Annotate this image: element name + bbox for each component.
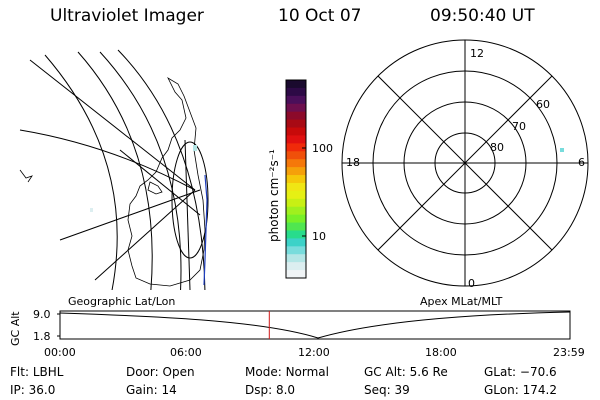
colorbar-segment: [286, 222, 306, 231]
longitude-line: [184, 139, 191, 290]
geographic-coords-label: Geographic Lat/Lon: [68, 295, 176, 308]
mlt-label-0: 0: [468, 277, 475, 290]
colorbar-segment: [286, 206, 306, 216]
time-tick-label: 23:59: [553, 346, 585, 359]
colorbar-segment: [286, 167, 306, 176]
alt-tick-label: 1.8: [33, 330, 51, 343]
longitude-line: [94, 189, 196, 281]
door-value: Open: [162, 365, 195, 379]
seq-field: Seq: 39: [364, 383, 410, 397]
colorbar-segment: [286, 119, 306, 129]
time-tick-label: 06:00: [170, 346, 202, 359]
longitude-line: [29, 59, 196, 191]
filter-value: LBHL: [32, 365, 64, 379]
coastline: [147, 181, 163, 195]
gc-alt-axis-label: GC Alt: [9, 311, 22, 346]
altitude-curve: [59, 311, 571, 339]
colorbar-segment: [286, 246, 306, 255]
polar-plot: [341, 39, 589, 287]
coastline: [127, 76, 206, 287]
emission-spot: [560, 148, 564, 152]
gc-alt-field: GC Alt: 5.6 Re: [364, 365, 448, 379]
dsp-field: Dsp: 8.0: [245, 383, 296, 397]
polar-diagonal: [377, 75, 553, 251]
mlat-label-80: 80: [490, 141, 504, 154]
gain-field: Gain: 14: [126, 383, 177, 397]
colorbar-segment: [286, 127, 306, 136]
time-tick-label: 12:00: [298, 346, 330, 359]
glon-field: GLon: 174.2: [484, 383, 557, 397]
mlt-label-12: 12: [470, 47, 484, 60]
colorbar-segment: [286, 95, 306, 105]
emission-spot: [193, 145, 197, 151]
colorbar-units-label: photon cm⁻²s⁻¹: [267, 149, 281, 242]
mode-value: Normal: [285, 365, 329, 379]
gain-value: 14: [161, 383, 177, 397]
colorbar-segment: [286, 87, 306, 97]
colorbar-segment: [286, 143, 306, 152]
mode-field: Mode: Normal: [245, 365, 329, 379]
colorbar-segment: [286, 175, 306, 184]
mlt-label-6: 6: [578, 156, 585, 169]
mlat-label-60: 60: [536, 98, 550, 111]
colorbar-tick-label-100: 100: [312, 142, 333, 155]
time-tick-label: 18:00: [425, 346, 457, 359]
colorbar-segment: [286, 151, 306, 160]
colorbar-segment: [286, 230, 306, 239]
colorbar-segment: [286, 270, 306, 279]
colorbar-segment: [286, 159, 306, 168]
glon-value: 174.2: [522, 383, 557, 397]
filter-field: Flt: LBHL: [10, 365, 64, 379]
latitude-arc: [117, 49, 206, 290]
latitude-ring: [171, 141, 209, 259]
colorbar-segment: [286, 238, 306, 247]
colorbar-segment: [286, 103, 306, 113]
colorbar-segment: [286, 198, 306, 208]
colorbar-tick-label-10: 10: [312, 230, 326, 243]
limb-trace: [203, 174, 208, 286]
door-field: Door: Open: [126, 365, 195, 379]
glat-field: GLat: −70.6: [484, 365, 557, 379]
dsp-value: 8.0: [275, 383, 296, 397]
altitude-chart: [57, 310, 571, 340]
colorbar-segment: [286, 262, 306, 271]
seq-value: 39: [394, 383, 410, 397]
latitude-arc: [77, 51, 153, 290]
mlt-label-18: 18: [346, 156, 360, 169]
colorbar: [286, 80, 306, 279]
colorbar-segment: [286, 254, 306, 263]
ip-value: 36.0: [28, 383, 56, 397]
colorbar-frame: [285, 79, 307, 279]
coastline: [19, 169, 33, 183]
longitude-line: [59, 189, 201, 241]
emission-spot: [90, 208, 93, 212]
time-tick-label: 00:00: [44, 346, 76, 359]
colorbar-segment: [286, 80, 306, 89]
glat-value: −70.6: [519, 365, 557, 379]
mlat-label-70: 70: [512, 120, 526, 133]
ip-field: IP: 36.0: [10, 383, 56, 397]
gc-alt-value: 5.6 Re: [409, 365, 448, 379]
altitude-chart-frame: [59, 310, 571, 340]
longitude-line: [19, 129, 196, 191]
apex-coords-label: Apex MLat/MLT: [420, 295, 503, 308]
colorbar-segment: [286, 135, 306, 144]
latitude-arc: [99, 51, 182, 290]
instrument-title: Ultraviolet Imager: [50, 6, 204, 26]
colorbar-segment: [286, 182, 306, 192]
latitude-arc: [44, 54, 118, 290]
colorbar-segment: [286, 190, 306, 200]
observation-date: 10 Oct 07: [278, 6, 362, 26]
observation-time: 09:50:40 UT: [430, 6, 535, 26]
longitude-line: [119, 149, 201, 216]
colorbar-segment: [286, 214, 306, 224]
alt-tick-label: 9.0: [33, 308, 51, 321]
geographic-map: [19, 49, 209, 290]
colorbar-segment: [286, 111, 306, 121]
